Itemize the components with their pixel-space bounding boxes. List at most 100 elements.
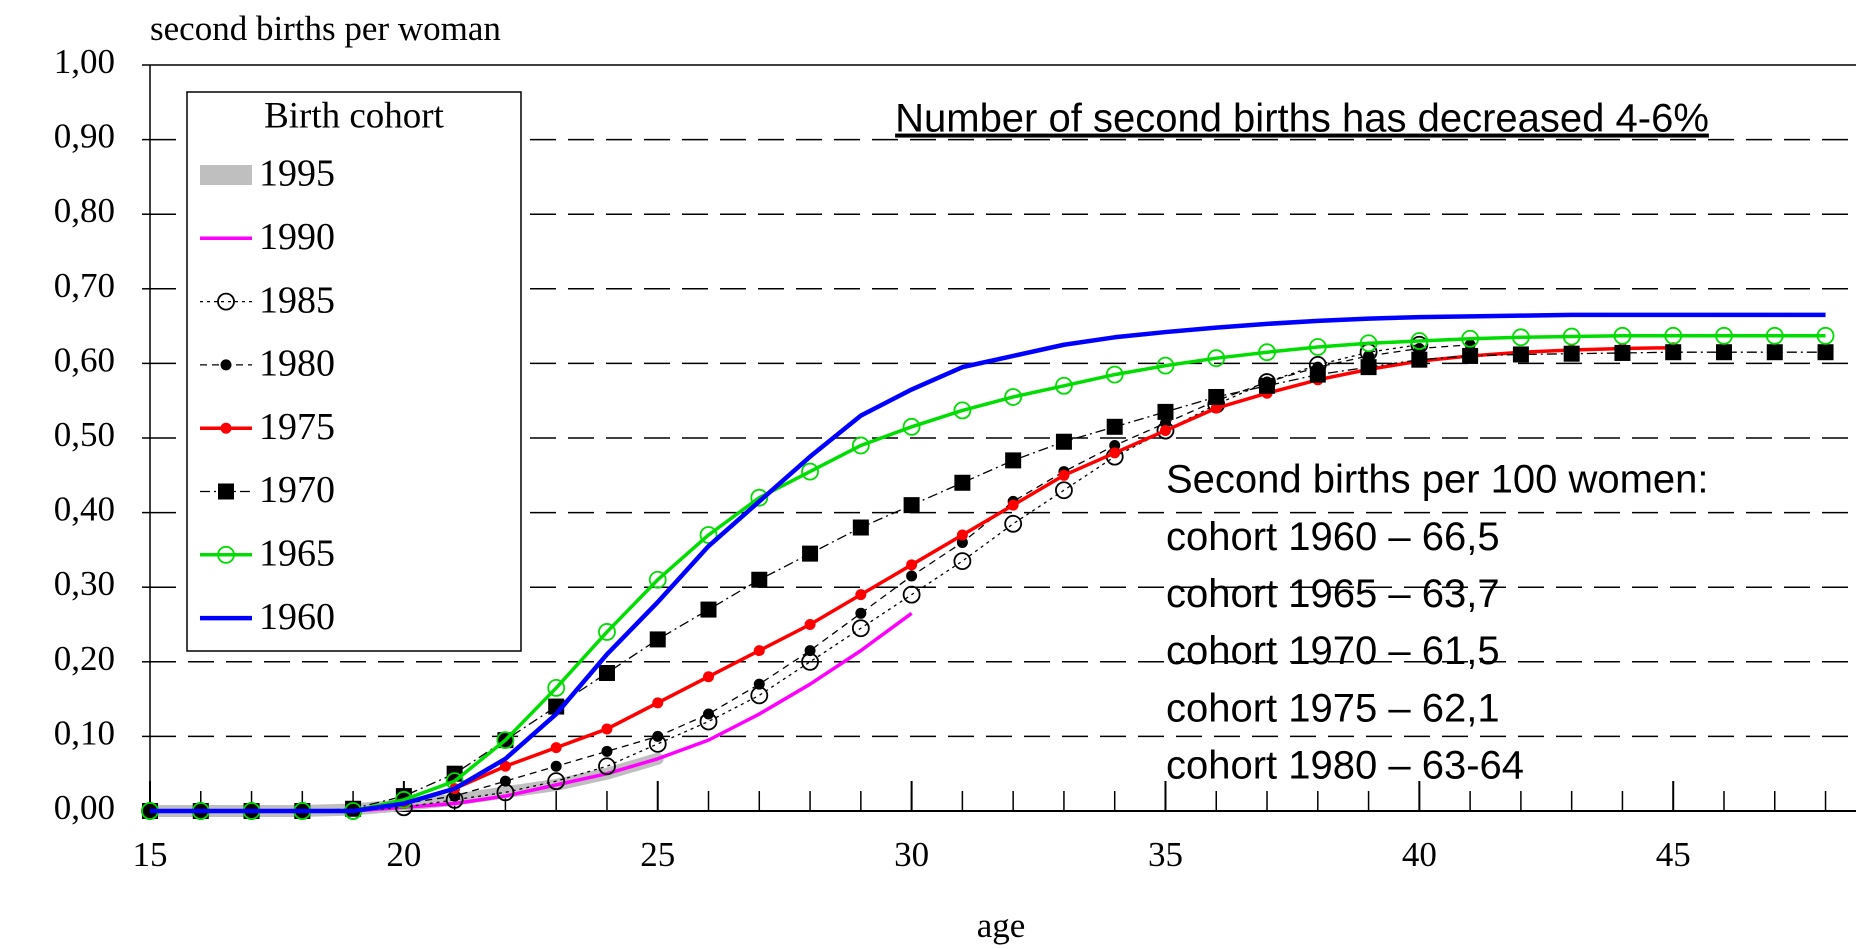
marker (1258, 343, 1276, 362)
x-tick-label: 25 (640, 835, 675, 874)
marker (1410, 332, 1429, 350)
marker (1156, 356, 1175, 375)
marker (801, 462, 819, 481)
marker (1462, 347, 1479, 364)
marker (1563, 345, 1580, 362)
marker (954, 474, 971, 491)
y-tick-label: 0,10 (54, 713, 115, 752)
marker (1664, 326, 1683, 345)
marker (1562, 327, 1581, 346)
marker (699, 526, 718, 544)
y-tick-label: 0,90 (54, 117, 115, 156)
marker (956, 529, 968, 541)
marker (1715, 326, 1733, 345)
x-tick-label: 35 (1148, 835, 1183, 874)
marker (598, 664, 615, 681)
marker (1766, 344, 1783, 361)
marker (750, 686, 769, 705)
marker (1207, 349, 1226, 368)
y-tick-label: 0,70 (54, 266, 115, 305)
marker (1055, 376, 1073, 395)
x-tick-label: 45 (1656, 835, 1691, 874)
marker (953, 552, 972, 570)
series-line (150, 334, 1826, 813)
marker (217, 545, 235, 564)
legend-swatch (200, 165, 252, 185)
marker (852, 519, 869, 536)
marker (902, 417, 921, 436)
marker (1109, 447, 1121, 459)
marker (753, 645, 765, 657)
marker (1512, 346, 1529, 363)
x-tick-label: 30 (894, 835, 929, 874)
marker (1208, 388, 1225, 405)
marker (1210, 402, 1222, 414)
marker (499, 775, 511, 787)
marker (1005, 452, 1022, 469)
marker (1765, 326, 1784, 345)
y-tick-label: 0,40 (54, 490, 115, 529)
legend-label: 1980 (259, 343, 335, 385)
marker (903, 497, 920, 514)
marker (1363, 350, 1375, 362)
text-block-line: cohort 1975 – 62,1 (1166, 686, 1500, 730)
marker (1817, 344, 1834, 361)
x-tick-label: 40 (1402, 835, 1437, 874)
y-axis-label: second births per woman (150, 9, 501, 48)
marker (1816, 326, 1835, 345)
text-block-line: cohort 1965 – 63,7 (1166, 572, 1500, 616)
y-tick-label: 0,20 (54, 639, 115, 678)
legend-label: 1975 (259, 406, 335, 448)
text-block-line: Second births per 100 women: (1166, 458, 1709, 502)
marker (703, 671, 715, 683)
marker (802, 545, 819, 562)
marker (649, 631, 666, 648)
y-tick-label: 0,80 (54, 191, 115, 230)
marker (1359, 334, 1378, 353)
marker (700, 601, 717, 618)
x-tick-label: 15 (133, 835, 168, 874)
marker (906, 559, 918, 571)
marker (703, 708, 715, 720)
text-block-line: cohort 1960 – 66,5 (1166, 515, 1500, 559)
marker (1461, 329, 1480, 348)
marker (1259, 377, 1276, 394)
y-tick-label: 0,50 (54, 415, 115, 454)
series-line (150, 351, 1826, 812)
legend-label: 1995 (259, 153, 335, 195)
marker (652, 697, 664, 709)
marker (1004, 388, 1023, 406)
legend-label: 1970 (259, 469, 335, 511)
marker (496, 731, 515, 750)
marker (1360, 359, 1377, 376)
x-tick-label: 20 (386, 835, 421, 874)
marker (652, 730, 664, 742)
marker (1106, 418, 1123, 435)
marker (1613, 326, 1632, 345)
marker (1411, 351, 1428, 368)
marker (1159, 425, 1171, 437)
marker (855, 589, 867, 601)
marker (750, 488, 769, 507)
marker (953, 401, 972, 420)
legend-box (186, 91, 522, 652)
y-tick-label: 0,60 (54, 340, 115, 379)
marker (1004, 514, 1023, 533)
marker (598, 623, 616, 641)
marker (220, 359, 232, 371)
marker (1511, 328, 1530, 347)
marker (598, 757, 616, 776)
marker (753, 678, 765, 690)
marker (218, 483, 234, 500)
y-tick-label: 0,30 (54, 564, 115, 603)
marker (1308, 338, 1327, 356)
text-block-line: cohort 1980 – 63-64 (1166, 744, 1524, 788)
marker (550, 742, 562, 754)
series-line (150, 312, 1826, 814)
marker (217, 292, 235, 311)
marker (906, 570, 918, 582)
text-block-line: cohort 1970 – 61,5 (1166, 629, 1500, 673)
marker (1055, 433, 1072, 450)
marker (648, 570, 667, 589)
marker (547, 772, 566, 791)
